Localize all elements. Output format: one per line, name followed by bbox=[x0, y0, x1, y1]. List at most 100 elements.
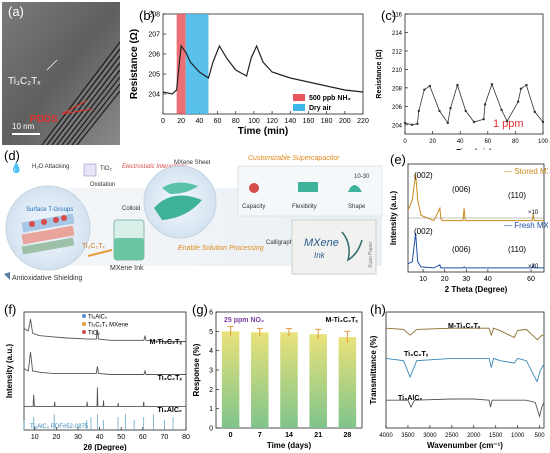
calligraphy-label: Calligraphy bbox=[266, 240, 296, 246]
resistance-point bbox=[505, 119, 509, 123]
shield-icon bbox=[4, 272, 10, 280]
enable-processing-label: Enable Solution Processing bbox=[178, 245, 264, 252]
response-bar bbox=[338, 337, 357, 428]
legend-marker-0 bbox=[82, 314, 86, 318]
panel-b: (b) 0 20 40 60 80 100 120 140 160 180 200 220 204 205… bbox=[123, 2, 373, 150]
resistance-point bbox=[428, 84, 432, 88]
antioxidative-label: Antioxidative Shielding bbox=[12, 275, 83, 282]
response-bar-chart: (g) 0 1 2 3 4 5 6 0 7 14 21 28 Time (days) Response (… bbox=[192, 302, 363, 450]
x-tick-label: 30 bbox=[462, 276, 470, 283]
x-tick-label: 3000 bbox=[423, 433, 437, 439]
panel-label-f: (f) bbox=[4, 302, 16, 317]
x-tick-label: 220 bbox=[357, 118, 369, 125]
peak-label-top-0: (002) bbox=[414, 171, 433, 180]
resistance-point bbox=[456, 83, 459, 87]
x-tick-label: 1500 bbox=[489, 433, 503, 439]
y-tick-label: 214 bbox=[392, 31, 403, 37]
panel-g: (g) 0 1 2 3 4 5 6 0 7 14 21 28 Time (days) Response (… bbox=[190, 300, 368, 451]
panel-label-h: (h) bbox=[370, 302, 386, 317]
x-tick-label: 1000 bbox=[511, 433, 525, 439]
pdds-arrow-2 bbox=[61, 108, 93, 115]
x-tick-label: 30 bbox=[74, 434, 82, 441]
resistance-point bbox=[482, 118, 485, 121]
concentration-annotation: 1 ppm bbox=[493, 118, 524, 130]
panel-c: (c) 1 ppm 0 20 40 60 80 100 204 206 208 210 212 214… bbox=[375, 2, 548, 150]
x-axis-label: Wavenumber (cm⁻¹) bbox=[427, 441, 503, 450]
legend-label-1: Dry air bbox=[309, 105, 331, 112]
h2o-label: H₂O Attacking bbox=[32, 164, 69, 170]
x-tick-label: 0 bbox=[403, 139, 407, 145]
y-tick-label: 206 bbox=[148, 52, 160, 59]
x-axis-label: 2θ (Degree) bbox=[83, 443, 127, 451]
y-tick-label: 208 bbox=[392, 86, 403, 92]
flexibility-label: Flexibility bbox=[292, 204, 317, 210]
plot-frame bbox=[162, 13, 364, 115]
pdds-label: PDDS bbox=[30, 114, 58, 125]
xrd-line-0 bbox=[23, 319, 186, 342]
tem-lattice-fringes bbox=[41, 41, 120, 145]
ink-calligraphy-text: MXene bbox=[304, 237, 339, 249]
shape-icon bbox=[348, 185, 362, 192]
x-tick-label: 7 bbox=[258, 432, 262, 439]
x-tick-label: 20 bbox=[177, 118, 185, 125]
ink-liquid bbox=[114, 238, 144, 260]
resistance-point bbox=[541, 120, 545, 124]
panel-d: (d) Surface T-Groups H₂O Attacking 💧 TiO… bbox=[2, 148, 388, 291]
x-tick-label: 0 bbox=[229, 432, 233, 439]
ftir-line-1 bbox=[385, 357, 545, 383]
x-tick-label: 160 bbox=[303, 118, 315, 125]
y-tick-label: 5 bbox=[209, 329, 213, 336]
resistance-point bbox=[416, 122, 419, 126]
x-tick-label: 40 bbox=[195, 118, 203, 125]
supercap-label: Customizable Supercapacitor bbox=[248, 155, 340, 162]
x-tick-label: 100 bbox=[538, 139, 548, 145]
panel-label-c: (c) bbox=[381, 8, 396, 23]
resistance-point bbox=[438, 109, 441, 113]
y-axis-label: Resistance (Ω) bbox=[376, 49, 383, 98]
legend-top: — Stored MXene bbox=[504, 167, 548, 176]
peak-label-top-1: (006) bbox=[452, 185, 471, 194]
panel-e: (e) 10 20 30 40 60 2 Theta (Degree) Intensity … bbox=[388, 150, 548, 300]
resistance-point bbox=[446, 121, 449, 125]
mxene-layer-stack bbox=[21, 213, 75, 255]
resistance-point bbox=[516, 100, 520, 103]
resistance-point bbox=[533, 110, 536, 114]
xrd-line-0 bbox=[407, 174, 544, 222]
panel-f: (f) 10 20 30 40 50 60 70 80 2θ (Degree) Intensity… bbox=[2, 300, 190, 451]
y-tick-label: 1 bbox=[209, 406, 213, 413]
x-tick-label: 80 bbox=[232, 118, 240, 125]
tio2-label: TiO₂ bbox=[100, 166, 112, 172]
peak-label-top-2: (110) bbox=[508, 191, 526, 200]
y-tick-label: 3 bbox=[209, 368, 213, 375]
x-tick-label: 200 bbox=[339, 118, 351, 125]
pdf-label: Ti₃AlC₂ PDF#52-0875 bbox=[30, 424, 89, 430]
flexibility-icon bbox=[298, 182, 318, 192]
x-tick-label: 60 bbox=[484, 139, 491, 145]
capacity-icon bbox=[249, 183, 259, 193]
resistance-point bbox=[525, 83, 528, 87]
curve-label-0: M-Ti₃C₂Tₓ bbox=[448, 323, 481, 330]
panel-a: 10 nm Ti₃C₂Tₓ PDDS (a) bbox=[2, 2, 120, 145]
resistance-line bbox=[404, 83, 544, 126]
mxene-ink-label: MXene Ink bbox=[110, 265, 144, 272]
oxidation-label: Oxidation bbox=[90, 182, 115, 188]
exposure-band-0 bbox=[176, 14, 186, 114]
xrd-pattern-chart: (f) 10 20 30 40 50 60 70 80 2θ (Degree) Intensity… bbox=[4, 302, 190, 451]
scale-bar-label: 10 nm bbox=[12, 122, 35, 131]
xrd-line-1 bbox=[23, 352, 186, 375]
x-tick-label: 0 bbox=[161, 118, 165, 125]
mxene-sheet-label: MXene Sheet bbox=[174, 160, 211, 166]
peak-label-bottom-0: (002) bbox=[414, 227, 433, 236]
response-bar bbox=[280, 332, 298, 428]
resistance-point bbox=[423, 88, 426, 91]
x-tick-label: 21 bbox=[314, 432, 322, 439]
tio2-crystal-icon bbox=[83, 163, 97, 177]
legend-swatch-0 bbox=[293, 94, 305, 101]
resistance-point bbox=[464, 109, 467, 113]
x-tick-label: 40 bbox=[457, 139, 464, 145]
y-tick-label: 207 bbox=[148, 32, 160, 39]
panel-label-a: (a) bbox=[8, 4, 24, 19]
pdds-arrow-1 bbox=[61, 100, 87, 115]
resistance-point bbox=[410, 123, 414, 126]
shape-label: Shape bbox=[348, 204, 366, 210]
